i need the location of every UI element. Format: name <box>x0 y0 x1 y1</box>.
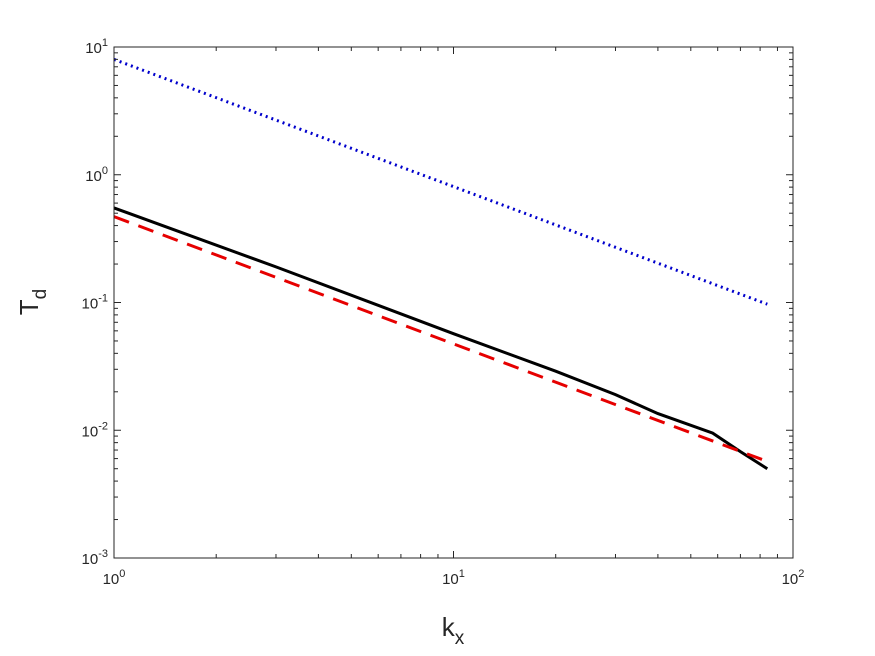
x-axis-label: kx <box>442 612 465 649</box>
x-tick-label: 102 <box>782 568 805 588</box>
y-axis-label-base: T <box>14 299 44 315</box>
y-axis-label: Td <box>14 289 51 315</box>
x-tick-label: 100 <box>103 568 126 588</box>
y-tick-label: 10-2 <box>82 420 108 440</box>
plot-background <box>114 47 793 558</box>
y-axis-label-sub: d <box>30 289 51 300</box>
series-layer <box>113 57 769 470</box>
y-tick-label: 101 <box>85 37 108 57</box>
x-axis: 100 101 102 <box>103 47 805 588</box>
series-line-dashed <box>113 215 768 463</box>
y-tick-label: 100 <box>85 165 108 185</box>
y-tick-label: 10-1 <box>82 293 108 313</box>
x-axis-label-sub: x <box>455 628 465 649</box>
series-line-dotted <box>113 57 768 306</box>
series-line-solid <box>113 206 769 470</box>
y-axis: 10-3 10-2 10-1 100 101 <box>82 37 793 568</box>
y-tick-label: 10-3 <box>82 548 108 568</box>
x-axis-label-base: k <box>442 612 456 642</box>
x-tick-label: 101 <box>442 568 465 588</box>
